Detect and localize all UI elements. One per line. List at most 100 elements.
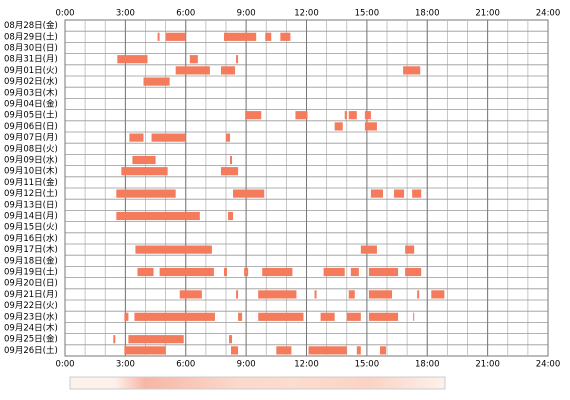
row-label: 09月24日(木) — [4, 323, 58, 334]
activity-segment — [344, 111, 347, 120]
row-label: 09月07日(月) — [4, 133, 58, 143]
activity-segment — [258, 290, 297, 299]
activity-segment — [116, 189, 176, 198]
activity-segment — [124, 312, 129, 321]
activity-segment — [348, 111, 357, 120]
activity-segment — [280, 32, 291, 41]
x-tick-label: 12:00 — [294, 360, 319, 370]
activity-segment — [405, 245, 415, 254]
activity-segment — [417, 290, 420, 299]
row-label: 09月13日(日) — [4, 200, 58, 210]
row-label: 09月08日(火) — [4, 144, 58, 154]
row-label: 09月17日(木) — [4, 244, 58, 255]
x-tick-label: 3:00 — [116, 9, 135, 19]
activity-segment — [137, 267, 154, 277]
activity-segment — [157, 32, 160, 41]
x-tick-label: 15:00 — [355, 360, 380, 370]
row-label: 09月02日(水) — [4, 76, 58, 87]
activity-segment — [245, 111, 262, 120]
x-tick-label: 12:00 — [294, 9, 319, 19]
row-label: 09月05日(土) — [4, 110, 58, 121]
row-label: 09月16日(水) — [4, 233, 58, 244]
x-tick-label: 21:00 — [475, 9, 500, 19]
heat-strip — [69, 376, 446, 390]
x-tick-label: 9:00 — [237, 360, 256, 370]
activity-segment — [132, 155, 156, 165]
row-label: 09月21日(月) — [4, 290, 58, 300]
activity-segment — [238, 312, 243, 321]
activity-segment — [228, 211, 234, 221]
row-label: 08月30日(日) — [4, 44, 58, 54]
x-tick-label: 0:00 — [55, 9, 74, 19]
activity-segment — [405, 267, 422, 277]
activity-segment — [276, 346, 292, 355]
activity-segment — [323, 267, 345, 277]
row-label: 09月09日(水) — [4, 155, 58, 166]
x-tick-label: 6:00 — [176, 9, 195, 19]
activity-segment — [179, 290, 202, 299]
row-label: 09月06日(日) — [4, 122, 58, 132]
row-label: 09月20日(日) — [4, 279, 58, 289]
activity-segment — [295, 111, 308, 120]
activity-segment — [223, 32, 257, 41]
x-tick-label: 21:00 — [475, 360, 500, 370]
row-label: 09月26日(土) — [4, 345, 58, 356]
activity-segment — [314, 290, 317, 299]
activity-segment — [368, 290, 393, 299]
row-label: 09月04日(金) — [4, 99, 58, 110]
row-label: 08月28日(金) — [4, 20, 58, 31]
row-label: 09月19日(土) — [4, 267, 58, 278]
activity-segment — [129, 133, 144, 142]
x-tick-label: 9:00 — [237, 9, 256, 19]
activity-segment — [346, 312, 361, 321]
activity-segment — [258, 312, 304, 321]
row-label: 09月15日(火) — [4, 223, 58, 233]
activity-segment — [262, 267, 293, 277]
activity-segment — [364, 122, 377, 131]
activity-segment — [124, 346, 166, 355]
x-tick-label: 18:00 — [415, 360, 440, 370]
activity-segment — [320, 312, 335, 321]
activity-segment — [403, 66, 421, 75]
activity-segment — [220, 167, 239, 176]
activity-segment — [143, 77, 170, 86]
activity-segment — [413, 312, 415, 321]
activity-segment — [412, 189, 422, 198]
activity-segment — [334, 122, 343, 131]
row-label: 08月31日(月) — [4, 55, 58, 65]
activity-segment — [236, 55, 239, 64]
activity-segment — [364, 111, 371, 120]
activity-segment — [226, 133, 231, 142]
activity-segment — [348, 290, 355, 299]
row-label: 09月10日(木) — [4, 166, 58, 177]
activity-segment — [356, 346, 361, 355]
activity-segment — [128, 335, 184, 344]
row-label: 09月11日(金) — [4, 177, 58, 188]
activity-segment — [229, 335, 233, 344]
activity-segment — [165, 32, 186, 41]
activity-segment — [220, 66, 236, 75]
activity-segment — [135, 245, 212, 254]
x-tick-label: 3:00 — [116, 360, 135, 370]
activity-segment — [134, 312, 215, 321]
activity-segment — [113, 335, 116, 344]
x-tick-label: 6:00 — [176, 360, 195, 370]
activity-segment — [116, 211, 200, 221]
row-label: 09月01日(火) — [4, 66, 58, 76]
activity-segment — [189, 55, 198, 64]
activity-segment — [379, 346, 386, 355]
activity-segment — [117, 55, 148, 64]
activity-segment — [121, 167, 168, 176]
row-label: 09月14日(月) — [4, 212, 58, 222]
activity-segment — [265, 32, 272, 41]
activity-segment — [233, 189, 265, 198]
activity-segment — [368, 267, 399, 277]
activity-segment — [394, 189, 405, 198]
row-label: 09月23日(水) — [4, 311, 58, 322]
activity-segment — [368, 312, 399, 321]
activity-segment — [236, 290, 239, 299]
row-label: 09月22日(火) — [4, 301, 58, 311]
activity-segment — [159, 267, 214, 277]
activity-segment — [231, 346, 239, 355]
